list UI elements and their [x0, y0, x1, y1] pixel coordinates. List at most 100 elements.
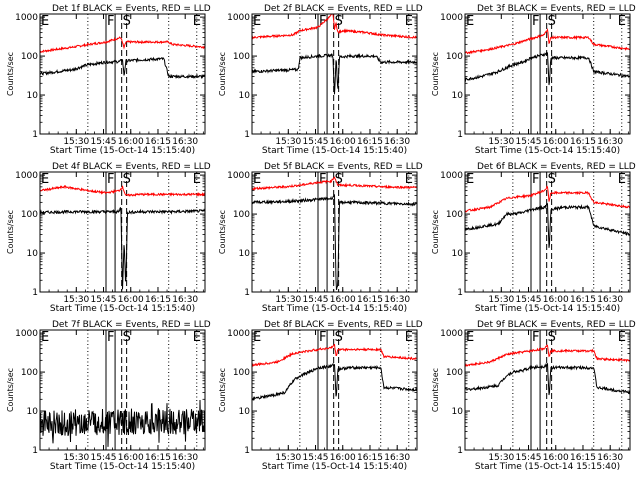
- y-tick-label: 100: [21, 210, 38, 220]
- events-series: [252, 362, 417, 401]
- x-tick-label: 15:30: [275, 295, 301, 305]
- y-axis-label: Counts/sec: [6, 52, 15, 96]
- marker-label: E: [618, 14, 626, 29]
- y-tick-label: 10: [239, 249, 251, 259]
- marker-label: F: [319, 14, 326, 29]
- lld-series: [40, 184, 205, 197]
- y-tick-label: 100: [446, 368, 463, 378]
- x-tick-label: 16:00: [543, 453, 569, 463]
- panel-title: Det 9f BLACK = Events, RED = LLD: [477, 320, 636, 330]
- panel-6: Det 6f BLACK = Events, RED = LLD 1 10 100 10…: [431, 162, 636, 314]
- events-series: [465, 362, 630, 396]
- y-tick-label: 10: [452, 249, 464, 259]
- marker-label: E: [41, 14, 49, 29]
- panel-2: Det 2f BLACK = Events, RED = LLD 1 10 100 10…: [218, 4, 423, 156]
- marker-label: F: [107, 14, 114, 29]
- y-tick-label: 10: [452, 407, 464, 417]
- y-tick-label: 10: [239, 91, 251, 101]
- panel-5: Det 5f BLACK = Events, RED = LLD 1 10 100 10…: [218, 162, 423, 314]
- x-tick-label: 16:00: [330, 453, 356, 463]
- marker-label: E: [466, 330, 474, 345]
- x-axis-label: Start Time (15-Oct-14 15:15:40): [262, 146, 407, 156]
- x-axis-label: Start Time (15-Oct-14 15:15:40): [262, 304, 407, 314]
- y-tick-label: 10: [27, 407, 39, 417]
- x-tick-label: 16:00: [118, 137, 144, 147]
- x-tick-label: 15:30: [63, 453, 89, 463]
- plot-frame: [39, 329, 206, 451]
- y-axis-label: Counts/sec: [218, 368, 227, 412]
- marker-label: F: [319, 330, 326, 345]
- marker-label: S: [123, 330, 131, 345]
- panel-4: Det 4f BLACK = Events, RED = LLD 1 10 100 10…: [6, 162, 211, 314]
- x-tick-label: 16:00: [330, 295, 356, 305]
- y-axis-label: Counts/sec: [218, 210, 227, 254]
- marker-label: S: [335, 172, 343, 187]
- y-axis-label: Counts/sec: [431, 368, 440, 412]
- x-tick-label: 15:45: [516, 137, 542, 147]
- y-tick-label: 1: [244, 288, 250, 298]
- events-series: [252, 194, 417, 290]
- panel-8: Det 8f BLACK = Events, RED = LLD 1 10 100 10…: [218, 320, 423, 472]
- x-tick-label: 15:30: [488, 137, 514, 147]
- series-group: [40, 184, 205, 290]
- panel-title: Det 8f BLACK = Events, RED = LLD: [264, 320, 423, 330]
- series-group: [465, 185, 630, 248]
- marker-label: E: [193, 14, 201, 29]
- plot-frame: [251, 329, 418, 451]
- lld-series: [465, 28, 630, 55]
- x-axis-label: Start Time (15-Oct-14 15:15:40): [50, 304, 195, 314]
- panel-3: Det 3f BLACK = Events, RED = LLD 1 10 100 10…: [431, 4, 636, 156]
- lld-series: [252, 14, 417, 40]
- y-tick-label: 1000: [227, 13, 250, 23]
- lld-series: [40, 36, 205, 54]
- x-tick-label: 16:00: [330, 137, 356, 147]
- marker-label: F: [107, 172, 114, 187]
- y-tick-label: 1000: [440, 329, 463, 339]
- y-tick-label: 10: [27, 91, 39, 101]
- x-tick-label: 15:30: [63, 137, 89, 147]
- events-series: [40, 206, 205, 290]
- x-tick-label: 15:45: [516, 295, 542, 305]
- x-tick-label: 16:15: [570, 137, 596, 147]
- x-tick-label: 16:00: [543, 137, 569, 147]
- y-tick-label: 100: [446, 210, 463, 220]
- y-axis-label: Counts/sec: [6, 368, 15, 412]
- plot-frame: [251, 171, 418, 293]
- lld-series: [252, 343, 417, 367]
- series-group: [252, 176, 417, 290]
- plot-frame: [39, 171, 206, 293]
- x-tick-label: 15:30: [488, 295, 514, 305]
- x-tick-label: 16:00: [543, 295, 569, 305]
- marker-label: E: [253, 14, 261, 29]
- marker-label: E: [405, 172, 413, 187]
- panel-title: Det 2f BLACK = Events, RED = LLD: [264, 4, 423, 14]
- y-tick-label: 10: [239, 407, 251, 417]
- marker-label: F: [532, 172, 539, 187]
- x-tick-label: 16:15: [570, 295, 596, 305]
- marker-label: S: [123, 14, 131, 29]
- y-tick-label: 1: [32, 130, 38, 140]
- y-tick-label: 1: [457, 446, 463, 456]
- y-tick-label: 1000: [15, 329, 38, 339]
- x-tick-label: 15:45: [303, 295, 329, 305]
- y-tick-label: 1000: [15, 13, 38, 23]
- marker-label: E: [405, 14, 413, 29]
- x-tick-label: 16:15: [357, 137, 383, 147]
- y-tick-label: 1: [457, 288, 463, 298]
- marker-label: E: [405, 330, 413, 345]
- marker-label: S: [548, 330, 556, 345]
- x-tick-label: 15:30: [63, 295, 89, 305]
- plot-frame: [464, 171, 631, 293]
- x-tick-label: 15:45: [516, 453, 542, 463]
- marker-label: E: [253, 172, 261, 187]
- x-tick-label: 16:15: [570, 453, 596, 463]
- marker-label: S: [123, 172, 131, 187]
- marker-label: S: [335, 14, 343, 29]
- marker-label: F: [532, 330, 539, 345]
- x-axis-label: Start Time (15-Oct-14 15:15:40): [50, 146, 195, 156]
- x-tick-label: 16:30: [384, 453, 410, 463]
- x-tick-label: 16:30: [597, 137, 623, 147]
- marker-label: E: [618, 172, 626, 187]
- x-tick-label: 15:45: [303, 453, 329, 463]
